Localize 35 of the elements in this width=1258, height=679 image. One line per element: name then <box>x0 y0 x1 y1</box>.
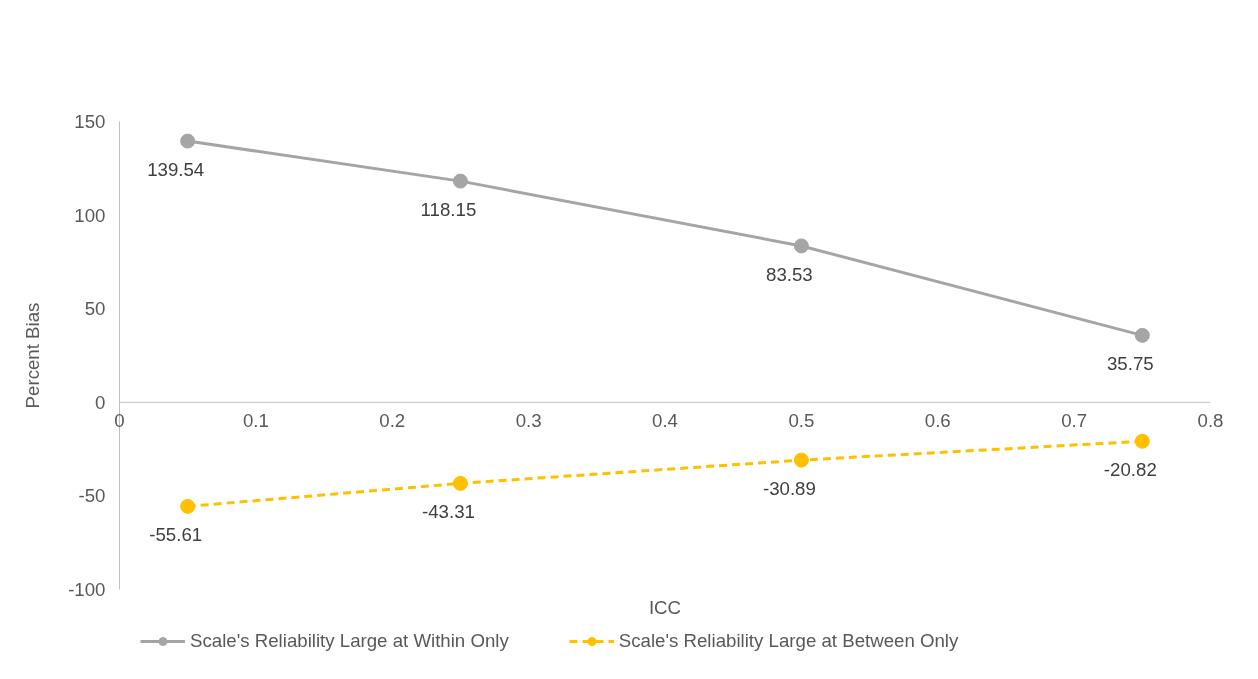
y-tick-label: 50 <box>84 298 106 320</box>
x-tick-label: 0.7 <box>1061 410 1088 432</box>
x-tick-label: 0.5 <box>788 410 815 432</box>
y-tick-label: -100 <box>68 579 106 600</box>
data-label: 139.54 <box>147 159 205 181</box>
data-label: 35.75 <box>1106 353 1154 375</box>
legend-label: Scale's Reliability Large at Within Only <box>190 630 509 652</box>
data-label: 118.15 <box>420 199 477 221</box>
y-axis-title: Percent Bias <box>22 302 43 409</box>
x-tick-label: 0.2 <box>379 410 406 432</box>
y-tick-label: 100 <box>74 204 106 226</box>
x-tick-label: 0.6 <box>924 410 951 432</box>
legend-label: Scale's Reliability Large at Between Only <box>618 630 959 652</box>
data-label: 83.53 <box>766 263 813 285</box>
data-label: -20.82 <box>1103 459 1157 481</box>
point <box>452 173 468 189</box>
point <box>180 498 196 514</box>
x-tick-label: 0.3 <box>515 410 542 432</box>
point <box>793 452 809 468</box>
point <box>793 238 809 254</box>
y-tick-label: 150 <box>74 111 106 132</box>
point <box>1134 433 1150 449</box>
x-tick-label: 0.4 <box>652 410 678 432</box>
x-tick-label: 0.8 <box>1197 410 1224 432</box>
x-tick-label: 0.1 <box>242 410 269 432</box>
point <box>1134 327 1150 343</box>
data-label: -30.89 <box>762 478 816 500</box>
point <box>180 133 196 149</box>
x-tick-label: 0 <box>114 410 125 432</box>
data-label: -43.31 <box>421 501 475 523</box>
x-axis-title: ICC <box>648 597 682 618</box>
point <box>452 475 468 491</box>
y-tick-label: -50 <box>78 485 106 507</box>
data-label: -55.61 <box>149 524 203 546</box>
y-tick-label: 0 <box>95 391 106 413</box>
